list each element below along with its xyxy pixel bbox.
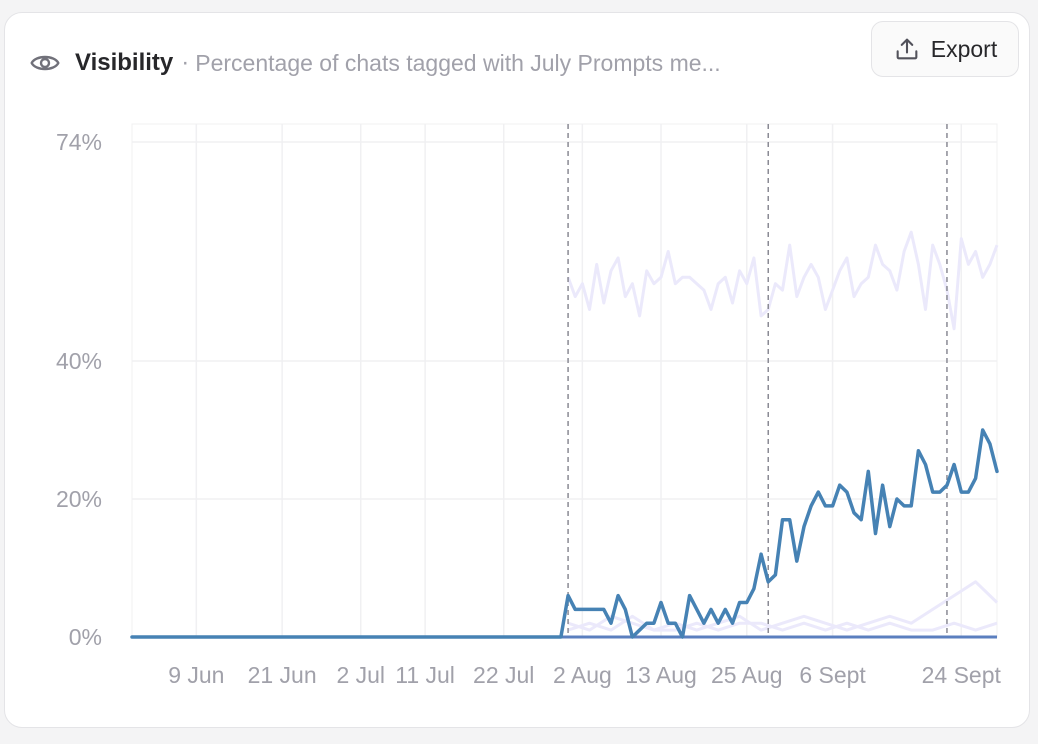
x-tick-label: 11 Jul: [395, 662, 455, 688]
card-title: Visibility: [75, 49, 174, 76]
faded-series-line: [566, 230, 999, 331]
x-tick-label: 13 Aug: [625, 662, 697, 688]
x-tick-label: 24 Sept: [922, 662, 1002, 688]
y-tick-label: 0%: [69, 624, 102, 650]
eye-icon: [30, 55, 60, 71]
faded-series-line: [567, 580, 999, 632]
x-tick-label: 25 Aug: [711, 662, 783, 688]
title-separator: ·: [181, 49, 190, 76]
x-tick-label: 2 Aug: [553, 662, 612, 688]
x-tick-label: 21 Jun: [248, 662, 317, 688]
x-tick-label: 22 Jul: [473, 662, 534, 688]
x-tick-label: 2 Jul: [336, 662, 385, 688]
export-label: Export: [930, 35, 998, 62]
y-tick-label: 20%: [56, 486, 102, 512]
upload-icon: [896, 38, 918, 60]
y-tick-label: 74%: [56, 129, 102, 155]
main-series-line: [130, 428, 999, 639]
x-tick-label: 6 Sept: [799, 662, 866, 688]
plot-area: [131, 123, 998, 638]
export-button[interactable]: Export: [871, 21, 1019, 77]
faded-series-line: [567, 614, 998, 632]
card-header: Visibility · Percentage of chats tagged …: [29, 35, 1017, 91]
y-tick-label: 40%: [56, 348, 102, 374]
visibility-card: Visibility · Percentage of chats tagged …: [4, 12, 1030, 728]
x-tick-label: 9 Jun: [168, 662, 224, 688]
